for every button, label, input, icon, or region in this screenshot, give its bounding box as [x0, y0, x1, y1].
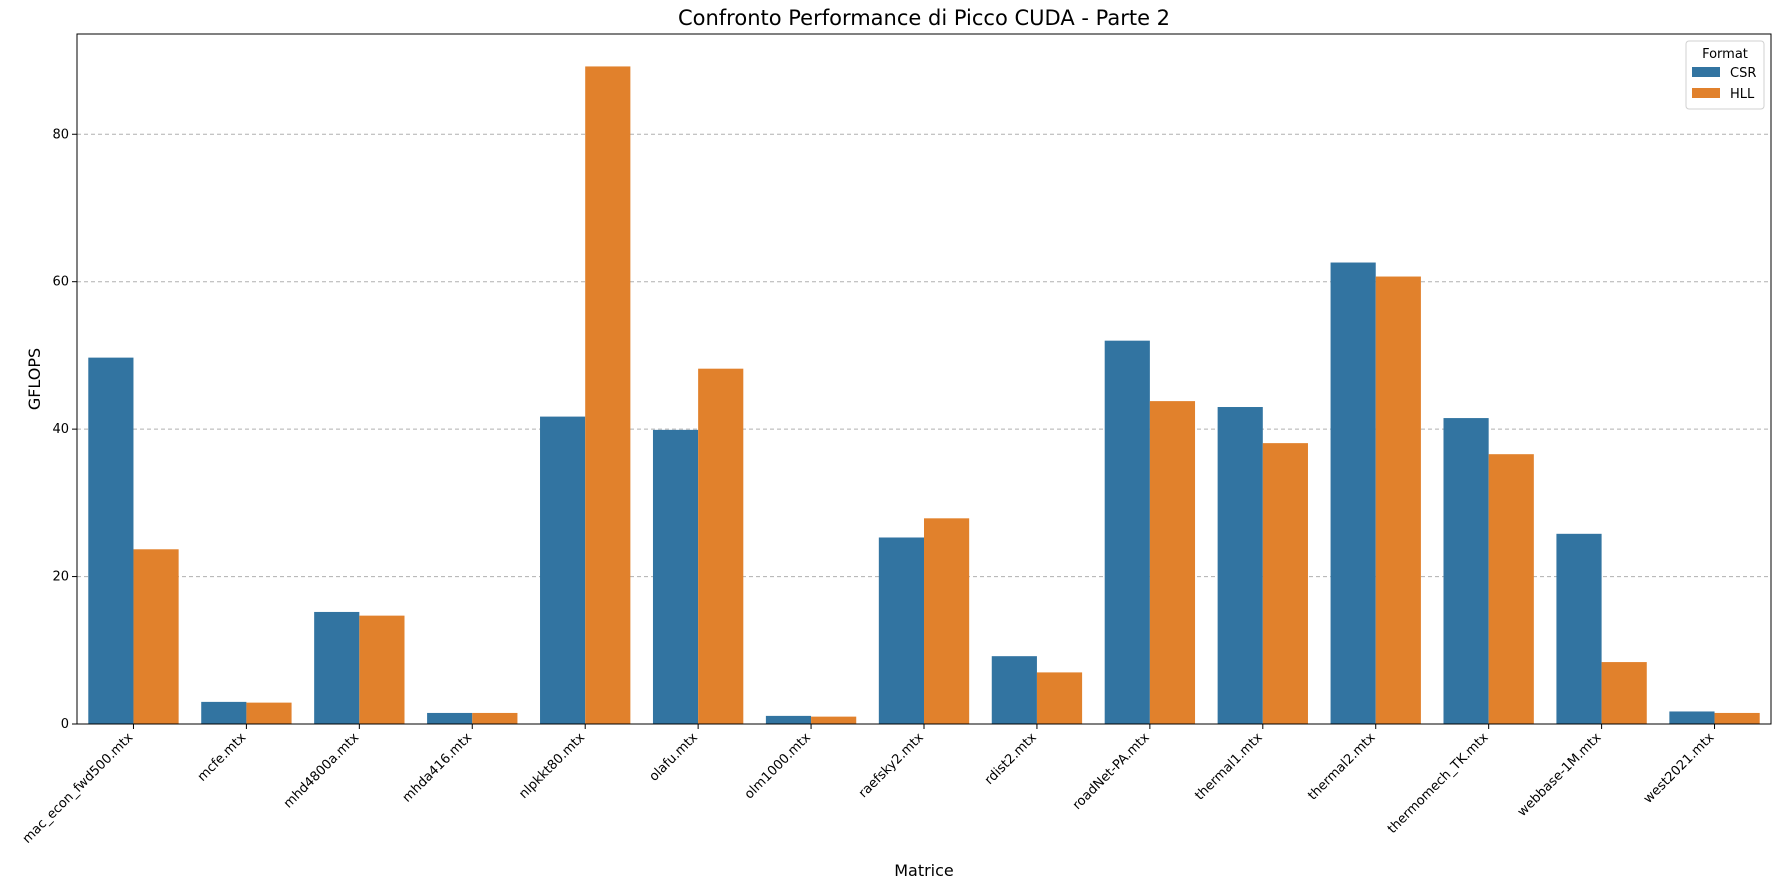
y-axis: 0 20 40 60 80 — [52, 127, 77, 732]
bar-hll — [1601, 662, 1647, 724]
bar-csr — [1669, 711, 1715, 724]
legend-label-csr: CSR — [1730, 66, 1756, 81]
x-tick-label: thermal2.mtx — [1305, 730, 1378, 803]
bar-csr — [991, 656, 1037, 724]
bars — [88, 66, 1760, 724]
bar-csr — [1330, 262, 1376, 724]
x-tick-label: mcfe.mtx — [195, 730, 250, 785]
legend-swatch-csr — [1692, 67, 1720, 77]
bar-csr — [201, 701, 247, 724]
bar-csr — [1556, 533, 1602, 724]
bar-hll — [472, 712, 518, 724]
bar-hll — [1036, 672, 1083, 724]
y-tick-label: 40 — [52, 422, 69, 437]
legend-swatch-hll — [1692, 88, 1720, 98]
x-tick-label: thermal1.mtx — [1192, 730, 1265, 803]
bar-csr — [1104, 340, 1150, 724]
bar-hll — [246, 702, 292, 724]
y-tick-label: 80 — [52, 127, 69, 142]
bar-hll — [1149, 401, 1196, 724]
legend-label-hll: HLL — [1730, 87, 1755, 102]
bar-hll — [359, 615, 405, 724]
x-tick-label: olafu.mtx — [647, 730, 702, 785]
x-tick-label: webbase-1M.mtx — [1515, 730, 1605, 820]
x-axis: mac_econ_fwd500.mtx mcfe.mtx mhd4800a.mtx m… — [20, 724, 1718, 847]
bar-hll — [698, 368, 744, 724]
x-tick-label: rdist2.mtx — [982, 730, 1040, 788]
x-tick-label: nlpkkt80.mtx — [516, 730, 588, 802]
bar-hll — [133, 549, 179, 724]
x-tick-label: mhda416.mtx — [400, 730, 476, 806]
x-tick-label: mhd4800a.mtx — [281, 730, 362, 811]
y-tick-label: 60 — [52, 275, 69, 290]
bar-hll — [811, 716, 857, 724]
legend-title: Format — [1702, 47, 1748, 62]
x-tick-label: thermomech_TK.mtx — [1385, 730, 1492, 837]
bar-csr — [878, 537, 924, 724]
y-tick-label: 20 — [52, 570, 69, 585]
x-tick-label: olm1000.mtx — [742, 730, 814, 802]
bar-hll — [924, 518, 970, 724]
bar-csr — [540, 416, 586, 724]
x-tick-label: raefsky2.mtx — [856, 730, 927, 801]
bar-hll — [1262, 443, 1308, 724]
chart-title: Confronto Performance di Picco CUDA - Pa… — [678, 6, 1170, 30]
x-axis-label: Matrice — [894, 861, 954, 880]
bar-csr — [652, 429, 699, 724]
bar-hll — [1488, 454, 1534, 724]
bar-csr — [314, 611, 360, 724]
bar-hll — [585, 66, 631, 724]
y-axis-label: GFLOPS — [25, 348, 44, 410]
bar-csr — [1217, 407, 1263, 724]
bar-csr — [1443, 418, 1489, 724]
x-tick-label: roadNet-PA.mtx — [1070, 730, 1153, 813]
y-tick-label: 0 — [61, 717, 69, 732]
bar-csr — [765, 715, 812, 724]
bar-hll — [1714, 712, 1760, 724]
bar-hll — [1375, 276, 1421, 724]
x-tick-label: west2021.mtx — [1641, 730, 1718, 807]
bar-csr — [427, 712, 473, 724]
x-tick-label: mac_econ_fwd500.mtx — [20, 730, 137, 847]
bar-csr — [88, 357, 134, 724]
legend: Format CSR HLL — [1685, 40, 1765, 110]
